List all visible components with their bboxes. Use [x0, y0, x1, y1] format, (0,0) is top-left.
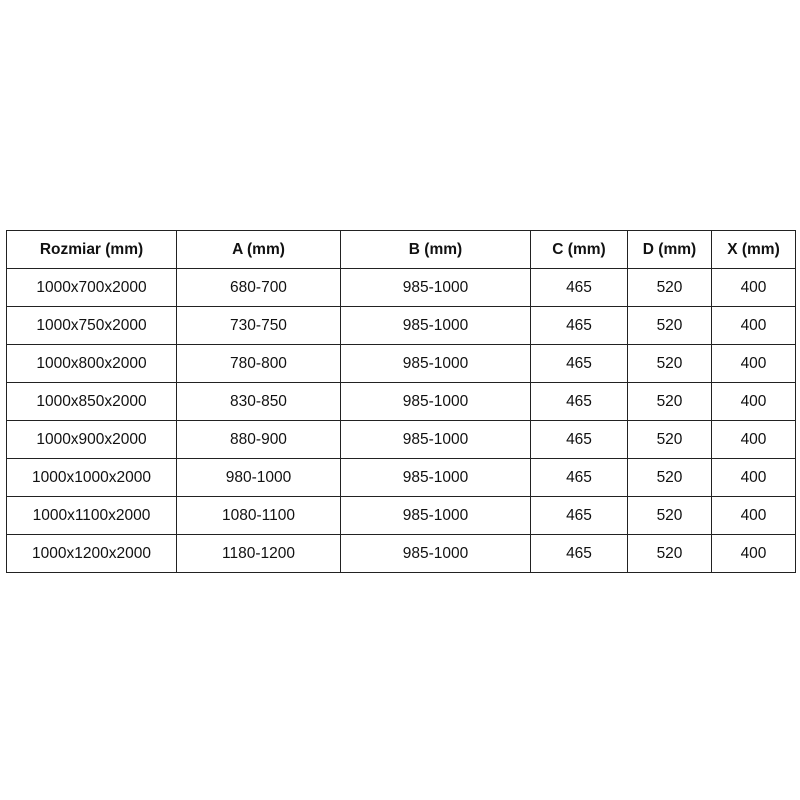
- cell-d: 520: [627, 458, 712, 497]
- cell-b: 985-1000: [340, 496, 531, 535]
- cell-d: 520: [627, 496, 712, 535]
- cell-a: 780-800: [176, 344, 341, 383]
- cell-a: 680-700: [176, 268, 341, 307]
- cell-a: 980-1000: [176, 458, 341, 497]
- cell-size: 1000x850x2000: [6, 382, 177, 421]
- column-header-d: D (mm): [627, 230, 712, 269]
- cell-size: 1000x750x2000: [6, 306, 177, 345]
- cell-c: 465: [530, 534, 628, 573]
- cell-b: 985-1000: [340, 344, 531, 383]
- cell-d: 520: [627, 306, 712, 345]
- cell-x: 400: [711, 458, 796, 497]
- cell-x: 400: [711, 382, 796, 421]
- column-header-x: X (mm): [711, 230, 796, 269]
- table-row: 1000x1200x2000 1180-1200 985-1000 465 520 400: [6, 534, 796, 573]
- cell-c: 465: [530, 458, 628, 497]
- cell-size: 1000x700x2000: [6, 268, 177, 307]
- table-row: 1000x1000x2000 980-1000 985-1000 465 520 400: [6, 458, 796, 497]
- table-row: 1000x750x2000 730-750 985-1000 465 520 400: [6, 306, 796, 345]
- column-header-a: A (mm): [176, 230, 341, 269]
- cell-size: 1000x800x2000: [6, 344, 177, 383]
- cell-size: 1000x1100x2000: [6, 496, 177, 535]
- cell-b: 985-1000: [340, 306, 531, 345]
- cell-a: 1080-1100: [176, 496, 341, 535]
- dimensions-table: Rozmiar (mm) A (mm) B (mm) C (mm) D (mm) X (m…: [6, 230, 796, 573]
- cell-c: 465: [530, 420, 628, 459]
- cell-d: 520: [627, 534, 712, 573]
- cell-a: 1180-1200: [176, 534, 341, 573]
- cell-d: 520: [627, 344, 712, 383]
- cell-size: 1000x1000x2000: [6, 458, 177, 497]
- cell-a: 880-900: [176, 420, 341, 459]
- cell-b: 985-1000: [340, 268, 531, 307]
- cell-x: 400: [711, 306, 796, 345]
- cell-d: 520: [627, 420, 712, 459]
- cell-x: 400: [711, 534, 796, 573]
- cell-x: 400: [711, 344, 796, 383]
- table-header-row: Rozmiar (mm) A (mm) B (mm) C (mm) D (mm) X (m…: [6, 230, 796, 269]
- cell-d: 520: [627, 382, 712, 421]
- cell-b: 985-1000: [340, 382, 531, 421]
- cell-b: 985-1000: [340, 534, 531, 573]
- cell-c: 465: [530, 496, 628, 535]
- cell-a: 730-750: [176, 306, 341, 345]
- cell-b: 985-1000: [340, 458, 531, 497]
- table-row: 1000x700x2000 680-700 985-1000 465 520 400: [6, 268, 796, 307]
- cell-x: 400: [711, 496, 796, 535]
- cell-size: 1000x1200x2000: [6, 534, 177, 573]
- cell-size: 1000x900x2000: [6, 420, 177, 459]
- column-header-b: B (mm): [340, 230, 531, 269]
- column-header-size: Rozmiar (mm): [6, 230, 177, 269]
- table-row: 1000x1100x2000 1080-1100 985-1000 465 520 400: [6, 496, 796, 535]
- cell-c: 465: [530, 268, 628, 307]
- cell-c: 465: [530, 344, 628, 383]
- cell-a: 830-850: [176, 382, 341, 421]
- cell-d: 520: [627, 268, 712, 307]
- cell-x: 400: [711, 268, 796, 307]
- cell-c: 465: [530, 306, 628, 345]
- cell-b: 985-1000: [340, 420, 531, 459]
- table-row: 1000x900x2000 880-900 985-1000 465 520 400: [6, 420, 796, 459]
- table-row: 1000x800x2000 780-800 985-1000 465 520 400: [6, 344, 796, 383]
- column-header-c: C (mm): [530, 230, 628, 269]
- cell-x: 400: [711, 420, 796, 459]
- table-row: 1000x850x2000 830-850 985-1000 465 520 400: [6, 382, 796, 421]
- cell-c: 465: [530, 382, 628, 421]
